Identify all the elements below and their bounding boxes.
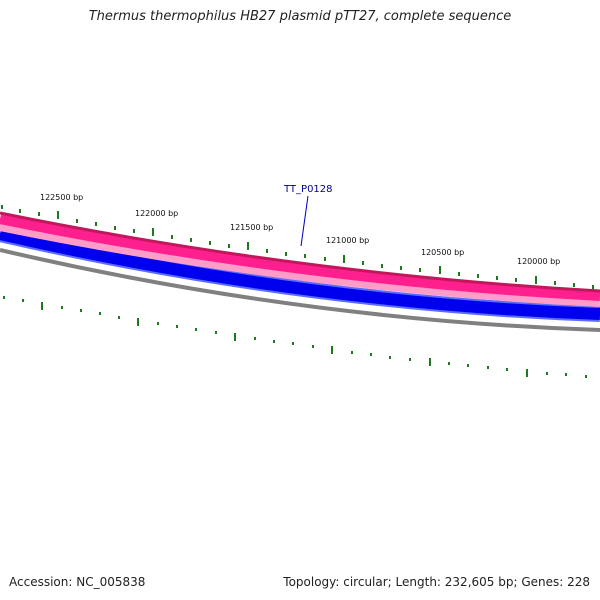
topology-summary-text: Topology: circular; Length: 232,605 bp; … — [283, 575, 590, 589]
gene-callout-line — [300, 195, 309, 247]
position-label-121500: 121500 bp — [230, 223, 273, 232]
position-label-121000: 121000 bp — [326, 236, 369, 245]
position-label-120000: 120000 bp — [517, 257, 560, 266]
forward-strand-track — [0, 214, 600, 301]
position-label-122500: 122500 bp — [40, 193, 83, 202]
reverse-strand-track-core — [0, 228, 600, 320]
position-label-120500: 120500 bp — [421, 248, 464, 257]
position-label-122000: 122000 bp — [135, 209, 178, 218]
outer-ruler-ticks — [1, 205, 594, 289]
map-title: Thermus thermophilus HB27 plasmid pTT27,… — [88, 9, 512, 24]
accession-text: Accession: NC_005838 — [9, 575, 146, 589]
inner-ruler-ticks — [3, 296, 587, 378]
backbone-ring — [0, 248, 600, 332]
gene-label-tt-p0128[interactable]: TT_P0128 — [283, 184, 333, 195]
forward-strand-track-edge — [0, 211, 600, 293]
